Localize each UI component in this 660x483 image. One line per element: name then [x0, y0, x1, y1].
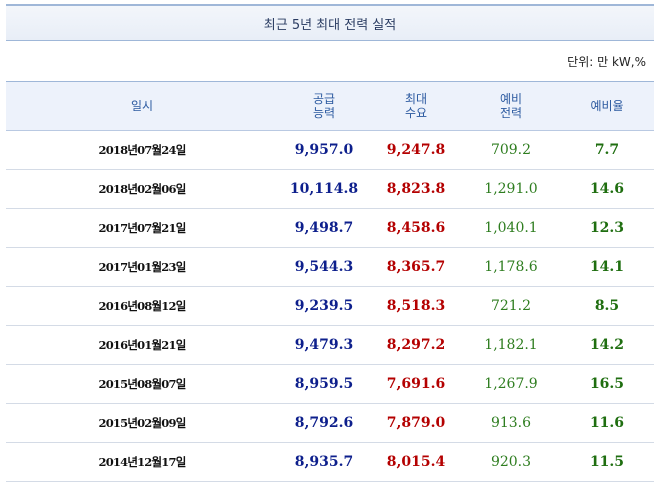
cell-date: 2014년12월17일: [6, 442, 278, 482]
cell-rate: 14.6: [560, 169, 654, 209]
cell-reserve: 1,267.9: [462, 364, 560, 404]
table-row: 2016년08월12일 9,239.5 8,518.3 721.2 8.5: [6, 286, 654, 326]
cell-rate: 7.7: [560, 130, 654, 170]
header-supply: 공급 능력: [278, 81, 370, 131]
cell-supply: 9,544.3: [278, 247, 370, 287]
cell-rate: 11.5: [560, 442, 654, 482]
table-row: 2018년07월24일 9,957.0 9,247.8 709.2 7.7: [6, 130, 654, 170]
cell-date: 2018년07월24일: [6, 130, 278, 170]
cell-reserve: 913.6: [462, 403, 560, 443]
cell-peak: 8,297.2: [370, 325, 462, 365]
cell-peak: 8,015.4: [370, 442, 462, 482]
table-title: 최근 5년 최대 전력 실적: [6, 4, 654, 41]
cell-supply: 8,792.6: [278, 403, 370, 443]
cell-reserve: 1,040.1: [462, 208, 560, 248]
table-row: 2015년08월07일 8,959.5 7,691.6 1,267.9 16.5: [6, 364, 654, 404]
cell-date: 2016년01월21일: [6, 325, 278, 365]
peak-power-table-panel: 최근 5년 최대 전력 실적 단위: 만 kW,% 일시 공급 능력 최대 수요…: [6, 4, 654, 482]
cell-reserve: 709.2: [462, 130, 560, 170]
table-row: 2016년01월21일 9,479.3 8,297.2 1,182.1 14.2: [6, 325, 654, 365]
table-body: 2018년07월24일 9,957.0 9,247.8 709.2 7.7 20…: [6, 130, 654, 482]
cell-rate: 14.1: [560, 247, 654, 287]
cell-peak: 8,518.3: [370, 286, 462, 326]
cell-date: 2017년07월21일: [6, 208, 278, 248]
cell-peak: 8,458.6: [370, 208, 462, 248]
cell-reserve: 1,182.1: [462, 325, 560, 365]
table-row: 2014년12월17일 8,935.7 8,015.4 920.3 11.5: [6, 442, 654, 482]
header-date: 일시: [6, 81, 278, 131]
cell-rate: 11.6: [560, 403, 654, 443]
cell-reserve: 1,291.0: [462, 169, 560, 209]
cell-peak: 7,879.0: [370, 403, 462, 443]
cell-peak: 8,823.8: [370, 169, 462, 209]
table-row: 2017년01월23일 9,544.3 8,365.7 1,178.6 14.1: [6, 247, 654, 287]
header-reserve: 예비 전력: [462, 81, 560, 131]
cell-rate: 14.2: [560, 325, 654, 365]
cell-date: 2018년02월06일: [6, 169, 278, 209]
peak-power-table: 일시 공급 능력 최대 수요 예비 전력 예비율 2018년07월24일 9,9…: [6, 81, 654, 482]
table-row: 2018년02월06일 10,114.8 8,823.8 1,291.0 14.…: [6, 169, 654, 209]
unit-text: 단위: 만 kW,%: [567, 54, 646, 69]
cell-supply: 9,479.3: [278, 325, 370, 365]
cell-peak: 8,365.7: [370, 247, 462, 287]
cell-supply: 8,935.7: [278, 442, 370, 482]
cell-date: 2017년01월23일: [6, 247, 278, 287]
header-rate: 예비율: [560, 81, 654, 131]
cell-rate: 12.3: [560, 208, 654, 248]
cell-reserve: 920.3: [462, 442, 560, 482]
cell-reserve: 1,178.6: [462, 247, 560, 287]
table-row: 2015년02월09일 8,792.6 7,879.0 913.6 11.6: [6, 403, 654, 443]
cell-rate: 16.5: [560, 364, 654, 404]
cell-rate: 8.5: [560, 286, 654, 326]
cell-peak: 7,691.6: [370, 364, 462, 404]
cell-supply: 8,959.5: [278, 364, 370, 404]
table-header: 일시 공급 능력 최대 수요 예비 전력 예비율: [6, 81, 654, 131]
unit-label: 단위: 만 kW,%: [6, 41, 654, 81]
cell-date: 2015년02월09일: [6, 403, 278, 443]
table-row: 2017년07월21일 9,498.7 8,458.6 1,040.1 12.3: [6, 208, 654, 248]
cell-peak: 9,247.8: [370, 130, 462, 170]
header-peak: 최대 수요: [370, 81, 462, 131]
cell-supply: 9,957.0: [278, 130, 370, 170]
cell-date: 2016년08월12일: [6, 286, 278, 326]
cell-date: 2015년08월07일: [6, 364, 278, 404]
header-row: 일시 공급 능력 최대 수요 예비 전력 예비율: [6, 81, 654, 131]
cell-reserve: 721.2: [462, 286, 560, 326]
cell-supply: 10,114.8: [278, 169, 370, 209]
cell-supply: 9,239.5: [278, 286, 370, 326]
cell-supply: 9,498.7: [278, 208, 370, 248]
